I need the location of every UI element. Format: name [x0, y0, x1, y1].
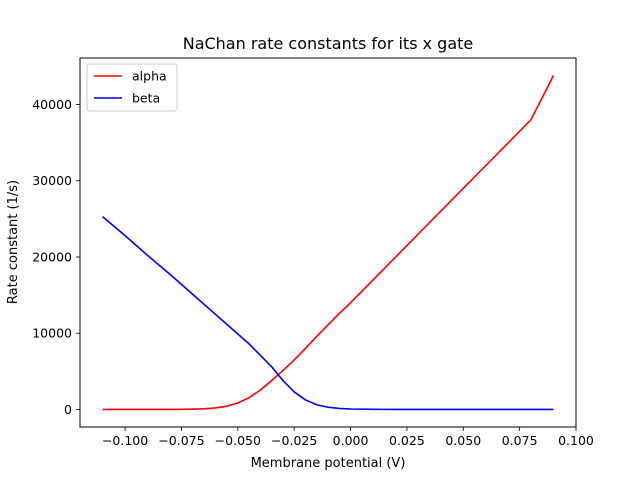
series-layer	[102, 75, 555, 411]
x-tick-label: 0.075	[502, 433, 538, 448]
y-axis-label: Rate constant (1/s)	[6, 180, 21, 304]
x-tick-label: 0.100	[558, 433, 594, 448]
legend-label-alpha: alpha	[132, 69, 167, 84]
y-tick-label: 20000	[32, 249, 72, 264]
x-axis: −0.100 −0.075 −0.050 −0.025 0.000 0.025 0.050 0…	[102, 427, 594, 448]
x-tick-label: −0.025	[271, 433, 317, 448]
x-tick-label: −0.100	[102, 433, 148, 448]
x-tick-label: −0.075	[158, 433, 204, 448]
y-tick-label: 0	[64, 402, 72, 417]
x-tick-label: 0.050	[445, 433, 481, 448]
chart-title: NaChan rate constants for its x gate	[183, 34, 474, 53]
y-axis: 0 10000 20000 30000 40000	[32, 97, 80, 417]
x-tick-label: −0.050	[215, 433, 261, 448]
y-tick-label: 40000	[32, 97, 72, 112]
series-line-beta	[102, 215, 554, 411]
plot-area	[79, 57, 577, 428]
x-tick-label: 0.000	[333, 433, 369, 448]
x-axis-label: Membrane potential (V)	[251, 456, 406, 471]
legend-label-beta: beta	[132, 91, 160, 106]
y-tick-label: 30000	[32, 173, 72, 188]
legend: alpha beta	[86, 63, 178, 112]
y-tick-label: 10000	[32, 326, 72, 341]
series-line-alpha	[102, 75, 555, 411]
x-tick-label: 0.025	[389, 433, 425, 448]
